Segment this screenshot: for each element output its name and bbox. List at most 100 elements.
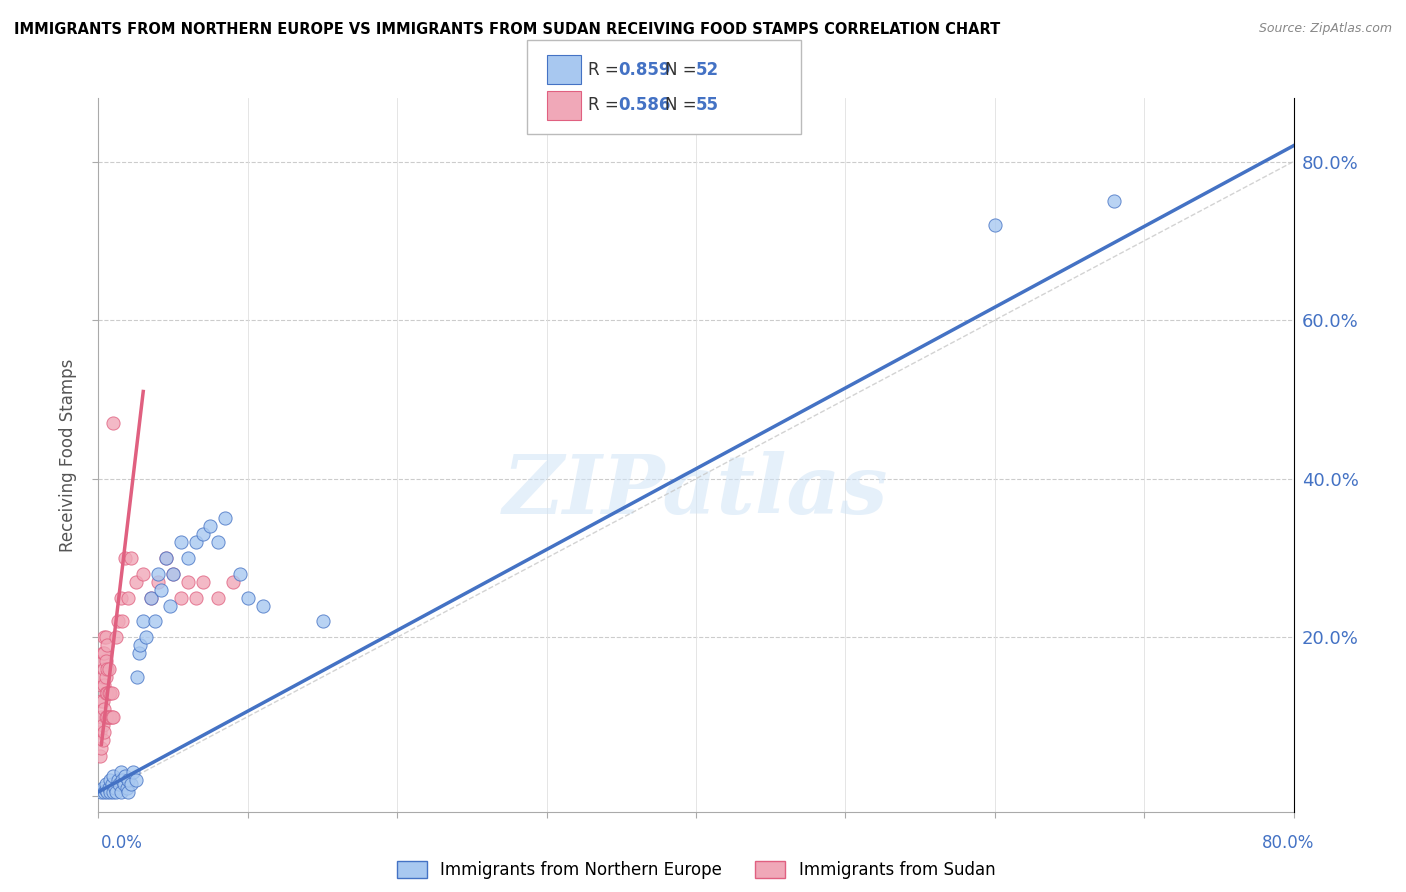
Point — [222, 574, 245, 589]
Point — [105, 785, 128, 799]
Point — [155, 551, 177, 566]
Point — [191, 527, 214, 541]
Point — [143, 615, 166, 629]
Point — [214, 511, 236, 525]
Point — [184, 535, 207, 549]
Point — [94, 630, 117, 644]
Point — [120, 777, 142, 791]
Point — [110, 765, 132, 780]
Point — [128, 646, 150, 660]
Point — [177, 574, 200, 589]
Point — [100, 709, 122, 723]
Point — [97, 780, 120, 795]
Point — [103, 416, 125, 430]
Point — [177, 551, 200, 566]
Point — [148, 566, 170, 581]
Text: 0.859: 0.859 — [619, 61, 671, 78]
Point — [103, 785, 125, 799]
Point — [94, 782, 117, 797]
Point — [110, 785, 132, 799]
Point — [117, 772, 139, 787]
Point — [110, 591, 132, 605]
Point — [114, 551, 136, 566]
Point — [159, 599, 181, 613]
Point — [107, 615, 129, 629]
Point — [121, 765, 143, 780]
Point — [94, 777, 117, 791]
Point — [94, 709, 117, 723]
Text: N =: N = — [665, 61, 702, 78]
Text: 55: 55 — [696, 96, 718, 114]
Point — [135, 630, 157, 644]
Point — [104, 780, 127, 795]
Point — [311, 615, 333, 629]
Point — [132, 615, 155, 629]
Point — [96, 785, 118, 799]
Point — [115, 780, 138, 795]
Point — [96, 686, 118, 700]
Point — [89, 725, 111, 739]
Point — [155, 551, 177, 566]
Point — [236, 591, 259, 605]
Text: R =: R = — [588, 61, 624, 78]
Point — [103, 769, 125, 783]
Point — [90, 741, 112, 756]
Point — [139, 591, 162, 605]
Point — [117, 591, 139, 605]
Text: 0.586: 0.586 — [619, 96, 671, 114]
Point — [127, 670, 149, 684]
Point — [93, 725, 115, 739]
Text: N =: N = — [665, 96, 702, 114]
Point — [111, 772, 134, 787]
Point — [101, 777, 124, 791]
Point — [207, 535, 229, 549]
Point — [97, 686, 120, 700]
Point — [100, 772, 122, 787]
Point — [184, 591, 207, 605]
Point — [105, 630, 128, 644]
Point — [162, 566, 184, 581]
Text: R =: R = — [588, 96, 624, 114]
Point — [101, 709, 124, 723]
Point — [93, 662, 115, 676]
Point — [91, 694, 114, 708]
Point — [91, 646, 114, 660]
Point — [107, 772, 129, 787]
Point — [200, 519, 222, 533]
Point — [100, 686, 122, 700]
Point — [94, 670, 117, 684]
Text: ZIPatlas: ZIPatlas — [503, 450, 889, 531]
Point — [132, 566, 155, 581]
Point — [91, 670, 114, 684]
Legend: Immigrants from Northern Europe, Immigrants from Sudan: Immigrants from Northern Europe, Immigra… — [389, 854, 1002, 886]
Text: 80.0%: 80.0% — [1263, 834, 1315, 852]
Point — [90, 694, 112, 708]
Text: Source: ZipAtlas.com: Source: ZipAtlas.com — [1258, 22, 1392, 36]
Point — [96, 662, 118, 676]
Point — [91, 733, 114, 747]
Point — [125, 772, 148, 787]
Text: IMMIGRANTS FROM NORTHERN EUROPE VS IMMIGRANTS FROM SUDAN RECEIVING FOOD STAMPS C: IMMIGRANTS FROM NORTHERN EUROPE VS IMMIG… — [14, 22, 1000, 37]
Point — [150, 582, 173, 597]
Text: 0.0%: 0.0% — [101, 834, 143, 852]
Point — [111, 615, 134, 629]
Point — [93, 630, 115, 644]
Point — [93, 678, 115, 692]
Point — [89, 749, 111, 764]
Point — [94, 654, 117, 668]
Point — [252, 599, 274, 613]
Point — [97, 662, 120, 676]
Point — [139, 591, 162, 605]
Point — [93, 701, 115, 715]
Point — [117, 785, 139, 799]
Point — [90, 785, 112, 799]
Point — [94, 686, 117, 700]
Point — [103, 709, 125, 723]
Text: 52: 52 — [696, 61, 718, 78]
Point — [90, 678, 112, 692]
Point — [108, 777, 131, 791]
Point — [91, 780, 114, 795]
Point — [169, 535, 191, 549]
Point — [101, 686, 124, 700]
Point — [114, 769, 136, 783]
